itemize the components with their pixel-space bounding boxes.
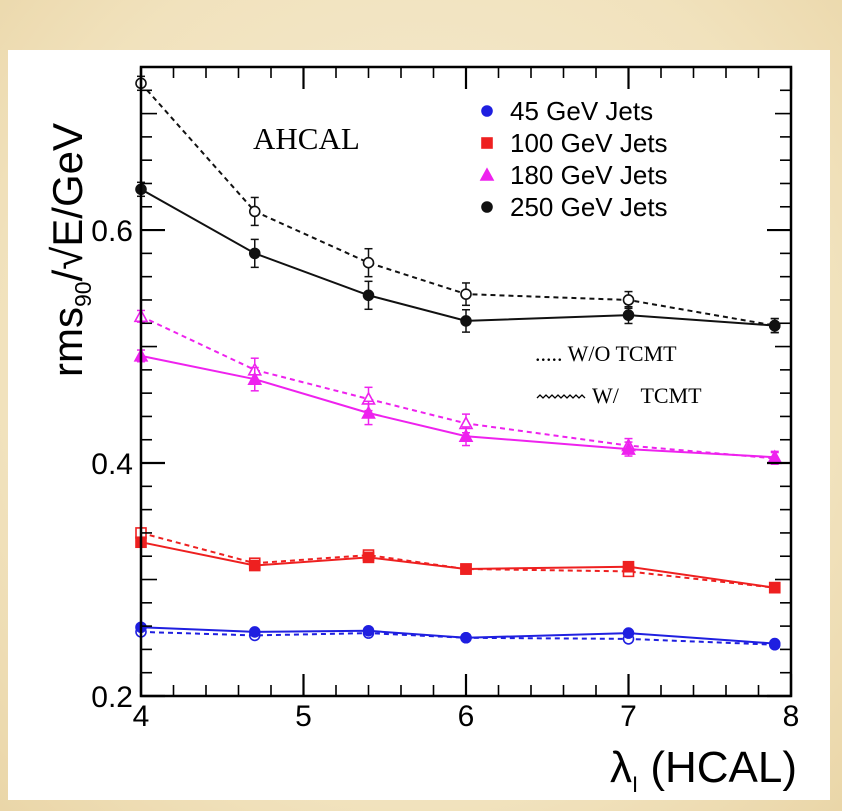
data-point-100-gev-jets-with-tcmt: [248, 559, 261, 572]
data-point-250-gev-jets-with-tcmt: [248, 247, 261, 260]
data-point-180-gev-jets-with-tcmt: [621, 441, 636, 455]
line-style-note-with: W/ TCMT: [592, 383, 702, 408]
data-point-250-gev-jets-without-tcmt: [622, 294, 635, 306]
series-250-gev-jets: [135, 75, 781, 334]
data-point-250-gev-jets-with-tcmt: [460, 315, 472, 327]
plot-frame: [139, 65, 793, 698]
y-tick-label: 0.2: [91, 681, 133, 714]
svg-text:λI (HCAL): λI (HCAL): [610, 743, 797, 797]
data-point-250-gev-jets-without-tcmt: [248, 205, 261, 218]
x-tick-label: 8: [783, 700, 800, 733]
x-tick-label: 7: [620, 700, 637, 733]
data-point-100-gev-jets-with-tcmt: [362, 551, 375, 564]
data-point-250-gev-jets-without-tcmt: [460, 288, 472, 300]
x-tick-label: 4: [133, 700, 150, 733]
legend-marker-2: [479, 167, 495, 181]
data-point-100-gev-jets-with-tcmt: [768, 581, 781, 594]
data-point-45-gev-jets-with-tcmt: [362, 624, 375, 637]
line-180-gev-jets-without-tcmt: [140, 315, 775, 460]
line-250-gev-jets-with-tcmt: [140, 188, 775, 327]
y-tick-label: 0.4: [91, 448, 133, 481]
series-100-gev-jets: [135, 527, 781, 594]
x-tick-label: 6: [458, 700, 475, 733]
series-45-gev-jets: [135, 621, 781, 651]
data-point-100-gev-jets-with-tcmt: [622, 560, 635, 573]
legend-label-2: 180 GeV Jets: [510, 160, 668, 190]
legend-marker-0: [481, 105, 493, 117]
svg-text:rms90/√E/GeV: rms90/√E/GeV: [44, 123, 96, 377]
line-250-gev-jets-without-tcmt: [140, 82, 775, 327]
line-45-gev-jets-without-tcmt: [140, 630, 775, 646]
legend-marker-1: [481, 137, 493, 149]
data-point-250-gev-jets-without-tcmt: [362, 256, 375, 269]
data-point-250-gev-jets-with-tcmt: [622, 309, 635, 321]
y-tick-label: 0.6: [91, 215, 133, 248]
line-100-gev-jets-without-tcmt: [140, 531, 775, 589]
data-point-45-gev-jets-with-tcmt: [248, 626, 261, 638]
line-45-gev-jets-with-tcmt: [140, 626, 775, 645]
line-style-note-wavy: [536, 394, 586, 399]
legend-marker-3: [481, 201, 493, 213]
data-point-45-gev-jets-with-tcmt: [768, 637, 781, 650]
x-tick-label: 5: [295, 700, 312, 733]
legend-label-0: 45 GeV Jets: [510, 96, 653, 126]
data-point-45-gev-jets-with-tcmt: [460, 631, 472, 644]
data-point-180-gev-jets-with-tcmt: [361, 405, 376, 419]
legend-label-1: 100 GeV Jets: [510, 128, 668, 158]
data-point-180-gev-jets-with-tcmt: [458, 428, 474, 443]
y-axis-title: rms90/√E/GeV: [44, 123, 96, 377]
data-point-250-gev-jets-with-tcmt: [362, 289, 375, 302]
data-point-45-gev-jets-with-tcmt: [622, 627, 635, 639]
line-180-gev-jets-with-tcmt: [140, 354, 775, 459]
data-point-180-gev-jets-with-tcmt: [247, 371, 263, 385]
legend-label-3: 250 GeV Jets: [510, 192, 668, 222]
line-style-note-without: ..... W/O TCMT: [535, 341, 677, 366]
line-100-gev-jets-with-tcmt: [140, 541, 775, 589]
data-point-250-gev-jets-with-tcmt: [768, 319, 781, 332]
data-point-100-gev-jets-with-tcmt: [460, 563, 472, 575]
annotation-ahcal: AHCAL: [253, 121, 360, 156]
x-axis-title: λI (HCAL): [610, 743, 797, 797]
